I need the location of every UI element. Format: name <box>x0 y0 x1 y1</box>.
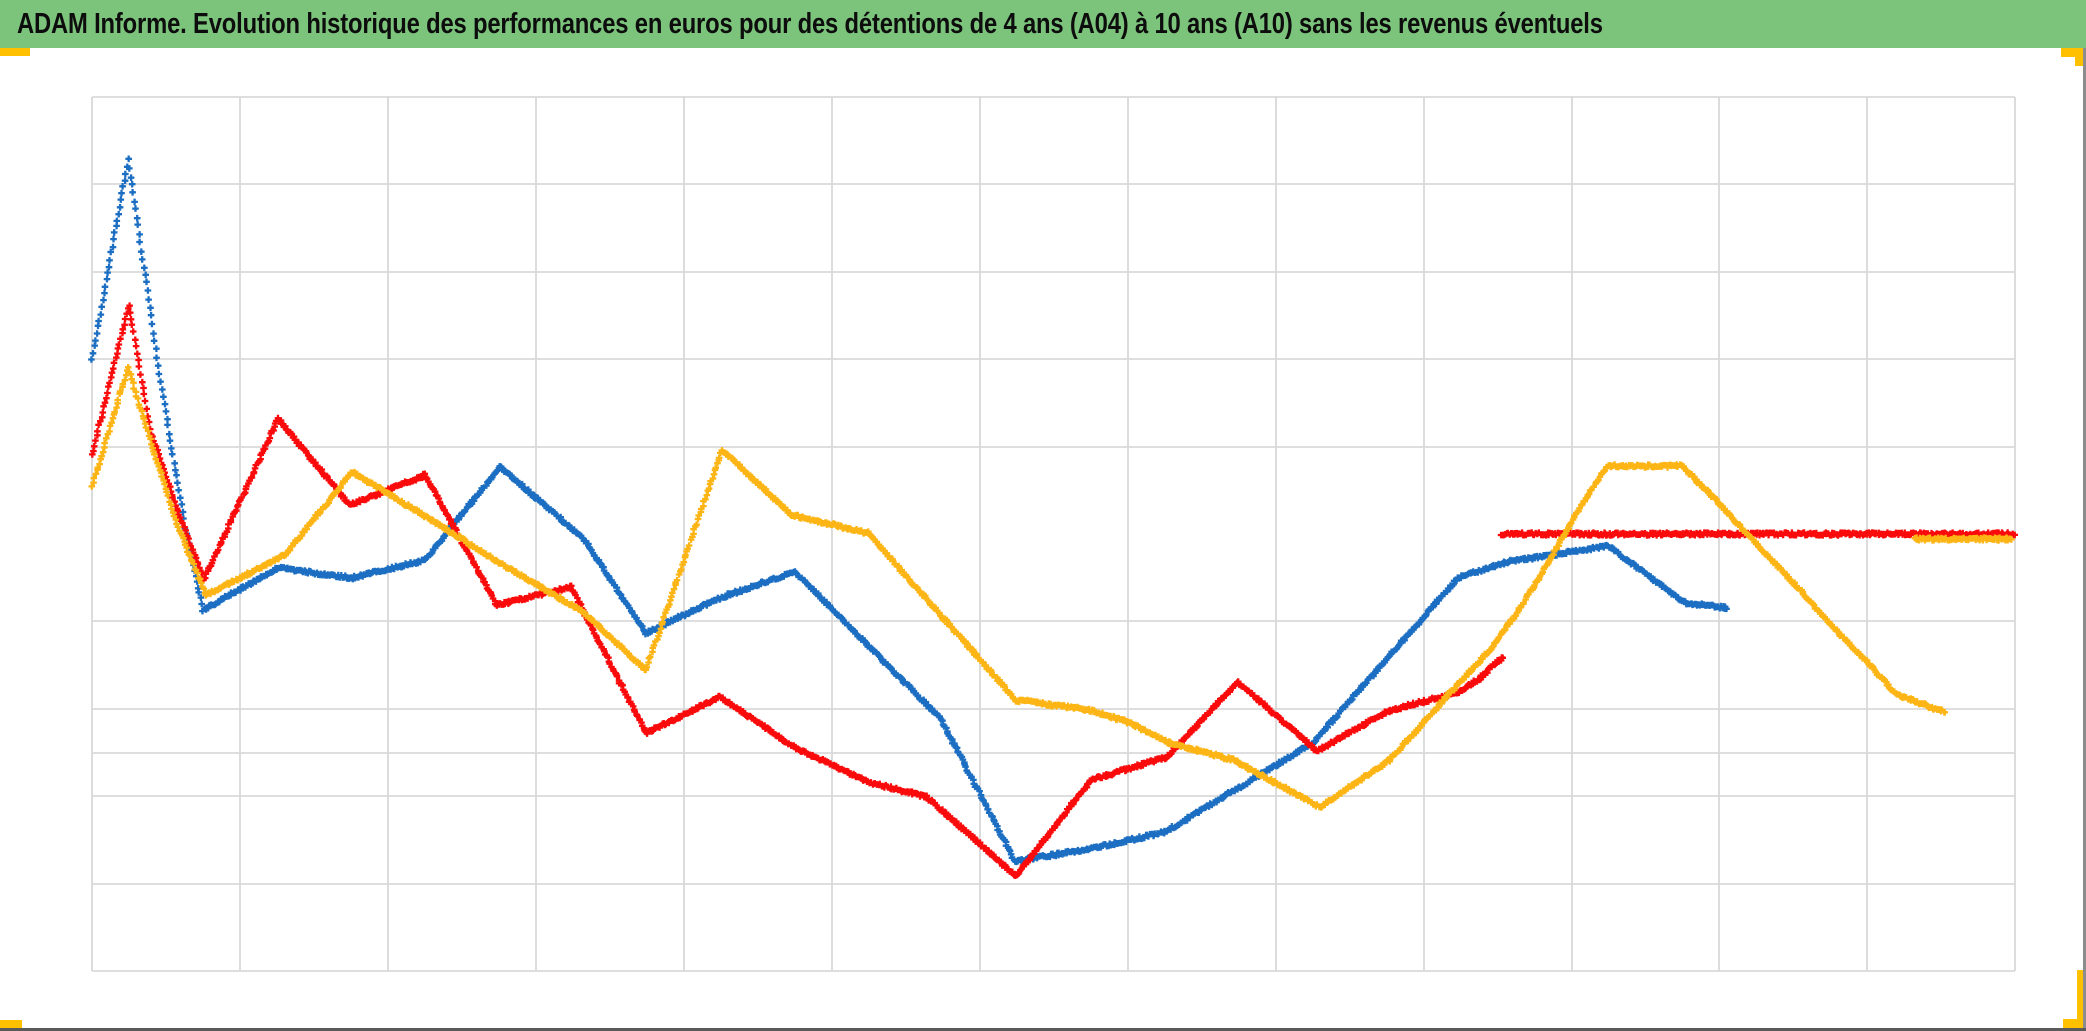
series-group <box>88 155 2018 879</box>
plot-area[interactable] <box>88 96 2018 972</box>
performance-chart[interactable] <box>0 48 2086 1031</box>
print-area-corner-bottom-left-marker <box>0 1020 22 1028</box>
print-area-corner-top-right-marker <box>2061 48 2083 57</box>
title-bar: ADAM Informe. Evolution historique des p… <box>0 0 2086 48</box>
print-area-corner-top-right-marker <box>2075 48 2083 66</box>
print-area-corner-bottom-right-marker <box>2077 970 2086 1028</box>
red-series[interactable] <box>89 302 2018 879</box>
window-bottom-edge <box>0 1028 2086 1031</box>
print-area-corner-top-left-marker <box>0 48 30 56</box>
blue-series[interactable] <box>88 155 1730 866</box>
window-right-edge <box>2083 48 2086 1031</box>
chart-title: ADAM Informe. Evolution historique des p… <box>17 7 1603 40</box>
print-area-corner-bottom-right-marker <box>2063 1019 2086 1028</box>
yellow-series[interactable] <box>88 364 2015 811</box>
